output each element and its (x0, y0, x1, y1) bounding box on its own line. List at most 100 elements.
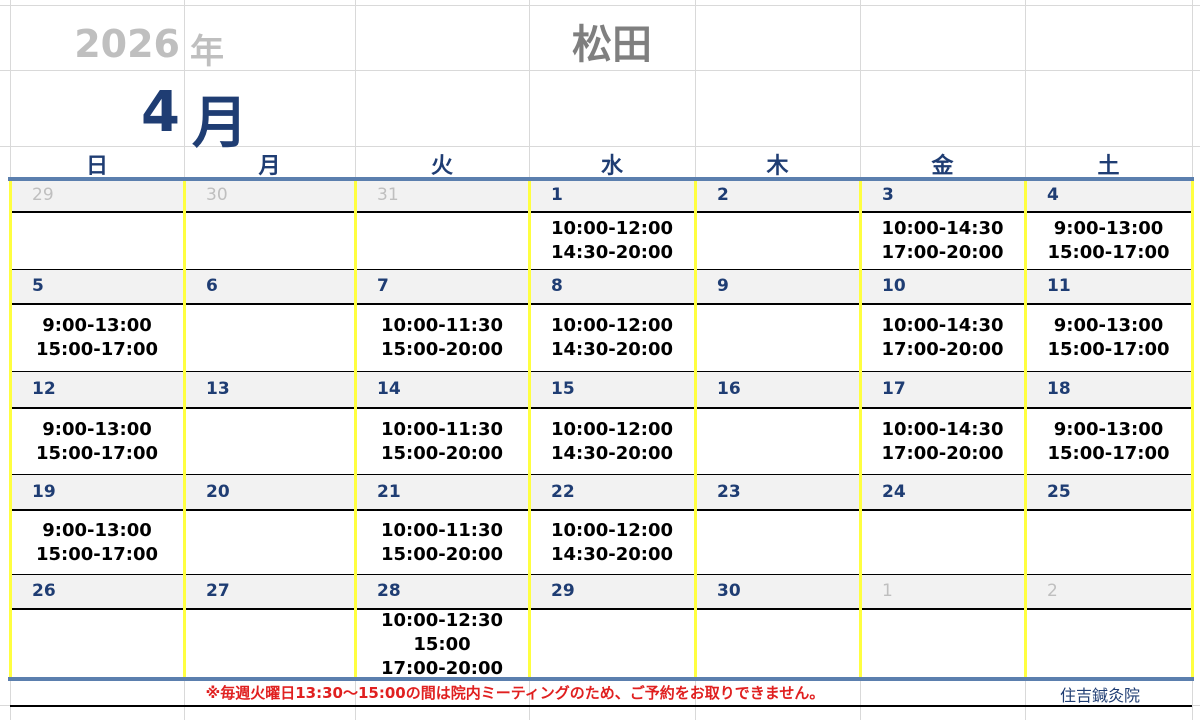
day-number: 12 (32, 379, 56, 399)
day-cell[interactable]: 14 10:00-11:30 15:00-20:00 (355, 372, 529, 475)
time-slot: 17:00-20:00 (881, 339, 1004, 360)
day-cell[interactable]: 29 (529, 575, 695, 678)
hours: 9:00-13:00 15:00-17:00 (10, 314, 184, 362)
day-cell[interactable]: 15 10:00-12:00 14:30-20:00 (529, 372, 695, 475)
day-number: 23 (717, 481, 741, 502)
time-slot: 15:00-17:00 (35, 339, 159, 360)
hours: 9:00-13:00 15:00-17:00 (1025, 314, 1192, 362)
day-cell[interactable]: 29 (10, 180, 184, 270)
time-slot: 10:00-12:00 (550, 519, 674, 541)
day-number: 24 (882, 481, 906, 502)
day-number: 18 (1047, 379, 1071, 399)
time-slot: 15:00-17:00 (1047, 339, 1170, 360)
day-number: 19 (32, 481, 56, 502)
weekday-header: 日 (85, 154, 108, 179)
hours: 10:00-14:30 17:00-20:00 (860, 314, 1025, 362)
time-slot: 10:00-11:30 (380, 315, 504, 336)
time-slot: 17:00-20:00 (380, 658, 504, 679)
day-cell[interactable]: 30 (695, 575, 860, 678)
day-cell[interactable]: 22 10:00-12:00 14:30-20:00 (529, 475, 695, 575)
time-slot: 9:00-13:00 (1053, 218, 1164, 239)
time-slot: 10:00-14:30 (881, 315, 1004, 336)
day-number: 31 (377, 185, 399, 205)
day-cell[interactable]: 5 9:00-13:00 15:00-17:00 (10, 270, 184, 372)
day-cell[interactable]: 10 10:00-14:30 17:00-20:00 (860, 270, 1025, 372)
time-slot: 14:30-20:00 (550, 442, 674, 464)
hours: 9:00-13:00 15:00-17:00 (10, 519, 184, 567)
hours: 9:00-13:00 15:00-17:00 (1025, 217, 1192, 265)
day-cell[interactable]: 7 10:00-11:30 15:00-20:00 (355, 270, 529, 372)
hours: 10:00-12:30 15:00 17:00-20:00 (355, 609, 529, 681)
hours: 10:00-12:00 14:30-20:00 (529, 217, 695, 265)
day-cell[interactable]: 21 10:00-11:30 15:00-20:00 (355, 475, 529, 575)
day-cell[interactable]: 3 10:00-14:30 17:00-20:00 (860, 180, 1025, 270)
clinic-name: 住吉鍼灸院 (1059, 686, 1140, 705)
weekday-header: 火 (430, 154, 453, 179)
day-cell[interactable]: 16 (695, 372, 860, 475)
day-number: 11 (1047, 276, 1071, 296)
day-number: 15 (551, 379, 575, 399)
time-slot: 15:00-20:00 (380, 339, 504, 360)
day-cell[interactable]: 1 (860, 575, 1025, 678)
time-slot: 10:00-11:30 (380, 418, 504, 440)
day-number: 20 (206, 481, 230, 502)
day-number: 2 (1047, 581, 1058, 601)
day-cell[interactable]: 27 (184, 575, 355, 678)
top-rule (8, 177, 1194, 181)
column-divider (183, 180, 186, 678)
day-cell[interactable]: 2 (1025, 575, 1192, 678)
day-cell[interactable]: 19 9:00-13:00 15:00-17:00 (10, 475, 184, 575)
meeting-notice: ※毎週火曜日13:30〜15:00の間は院内ミーティングのため、ご予約をお取りで… (205, 684, 825, 702)
day-number: 9 (717, 276, 729, 296)
day-number: 10 (882, 276, 906, 296)
day-cell[interactable]: 26 (10, 575, 184, 678)
day-cell[interactable]: 9 (695, 270, 860, 372)
day-cell[interactable]: 30 (184, 180, 355, 270)
day-cell[interactable]: 24 (860, 475, 1025, 575)
hours: 10:00-11:30 15:00-20:00 (355, 418, 529, 466)
column-divider (354, 180, 357, 678)
day-number: 30 (717, 581, 741, 601)
day-number: 28 (377, 581, 401, 601)
time-slot: 10:00-12:00 (550, 315, 674, 336)
day-cell[interactable]: 4 9:00-13:00 15:00-17:00 (1025, 180, 1192, 270)
day-number: 21 (377, 481, 401, 502)
day-cell[interactable]: 13 (184, 372, 355, 475)
year-suffix: 年 (190, 32, 224, 72)
time-slot: 10:00-12:30 (380, 610, 504, 631)
day-number: 1 (882, 581, 893, 601)
day-cell[interactable]: 6 (184, 270, 355, 372)
day-cell[interactable]: 28 10:00-12:30 15:00 17:00-20:00 (355, 575, 529, 681)
time-slot: 10:00-12:00 (550, 218, 674, 239)
hours: 10:00-12:00 14:30-20:00 (529, 519, 695, 567)
column-divider (859, 180, 862, 678)
day-cell[interactable]: 8 10:00-12:00 14:30-20:00 (529, 270, 695, 372)
month-suffix: 月 (192, 91, 248, 156)
day-cell[interactable]: 18 9:00-13:00 15:00-17:00 (1025, 372, 1192, 475)
column-divider (694, 180, 697, 678)
time-slot: 17:00-20:00 (881, 242, 1004, 263)
day-number: 5 (32, 276, 44, 296)
practitioner-name: 松田 (572, 22, 652, 68)
day-cell[interactable]: 2 (695, 180, 860, 270)
day-cell[interactable]: 25 (1025, 475, 1192, 575)
time-slot: 10:00-12:00 (550, 418, 674, 440)
day-cell[interactable]: 17 10:00-14:30 17:00-20:00 (860, 372, 1025, 475)
hours: 10:00-14:30 17:00-20:00 (860, 217, 1025, 265)
time-slot: 15:00 (413, 634, 471, 655)
day-number: 14 (377, 379, 401, 399)
time-slot: 15:00-20:00 (380, 442, 504, 464)
time-slot: 14:30-20:00 (550, 543, 674, 565)
day-cell[interactable]: 12 9:00-13:00 15:00-17:00 (10, 372, 184, 475)
day-cell[interactable]: 1 10:00-12:00 14:30-20:00 (529, 180, 695, 270)
hours: 10:00-11:30 15:00-20:00 (355, 314, 529, 362)
weekday-header: 木 (766, 154, 789, 179)
day-cell[interactable]: 20 (184, 475, 355, 575)
day-cell[interactable]: 31 (355, 180, 529, 270)
weekday-header: 月 (258, 154, 281, 179)
time-slot: 14:30-20:00 (550, 339, 674, 360)
day-cell[interactable]: 23 (695, 475, 860, 575)
weekday-header: 水 (600, 154, 623, 179)
day-number: 26 (32, 581, 56, 601)
day-cell[interactable]: 11 9:00-13:00 15:00-17:00 (1025, 270, 1192, 372)
